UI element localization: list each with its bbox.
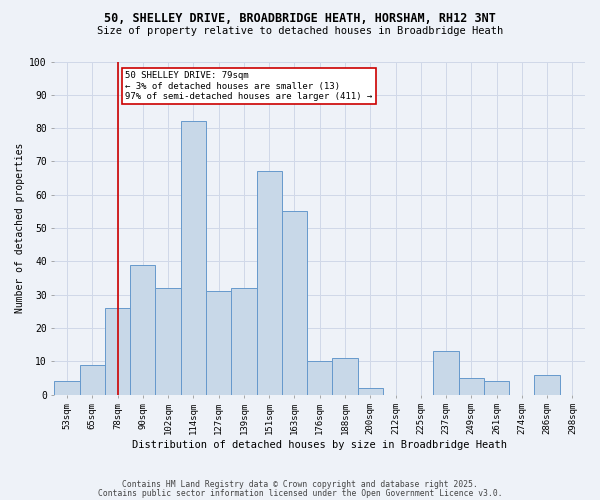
Bar [105, 308, 130, 394]
Bar [535, 374, 560, 394]
Bar [231, 288, 257, 395]
Text: 50, SHELLEY DRIVE, BROADBRIDGE HEATH, HORSHAM, RH12 3NT: 50, SHELLEY DRIVE, BROADBRIDGE HEATH, HO… [104, 12, 496, 26]
Bar [130, 264, 155, 394]
Bar [484, 381, 509, 394]
Bar [458, 378, 484, 394]
Text: 50 SHELLEY DRIVE: 79sqm
← 3% of detached houses are smaller (13)
97% of semi-det: 50 SHELLEY DRIVE: 79sqm ← 3% of detached… [125, 72, 373, 102]
Y-axis label: Number of detached properties: Number of detached properties [15, 143, 25, 313]
Text: Size of property relative to detached houses in Broadbridge Heath: Size of property relative to detached ho… [97, 26, 503, 36]
Bar [332, 358, 358, 395]
Text: Contains public sector information licensed under the Open Government Licence v3: Contains public sector information licen… [98, 489, 502, 498]
Bar [155, 288, 181, 395]
Bar [433, 352, 458, 395]
Bar [282, 212, 307, 394]
Bar [307, 361, 332, 394]
Bar [55, 381, 80, 394]
Bar [181, 122, 206, 394]
Bar [80, 364, 105, 394]
Text: Contains HM Land Registry data © Crown copyright and database right 2025.: Contains HM Land Registry data © Crown c… [122, 480, 478, 489]
Bar [358, 388, 383, 394]
Bar [257, 172, 282, 394]
X-axis label: Distribution of detached houses by size in Broadbridge Heath: Distribution of detached houses by size … [132, 440, 507, 450]
Bar [206, 292, 231, 395]
